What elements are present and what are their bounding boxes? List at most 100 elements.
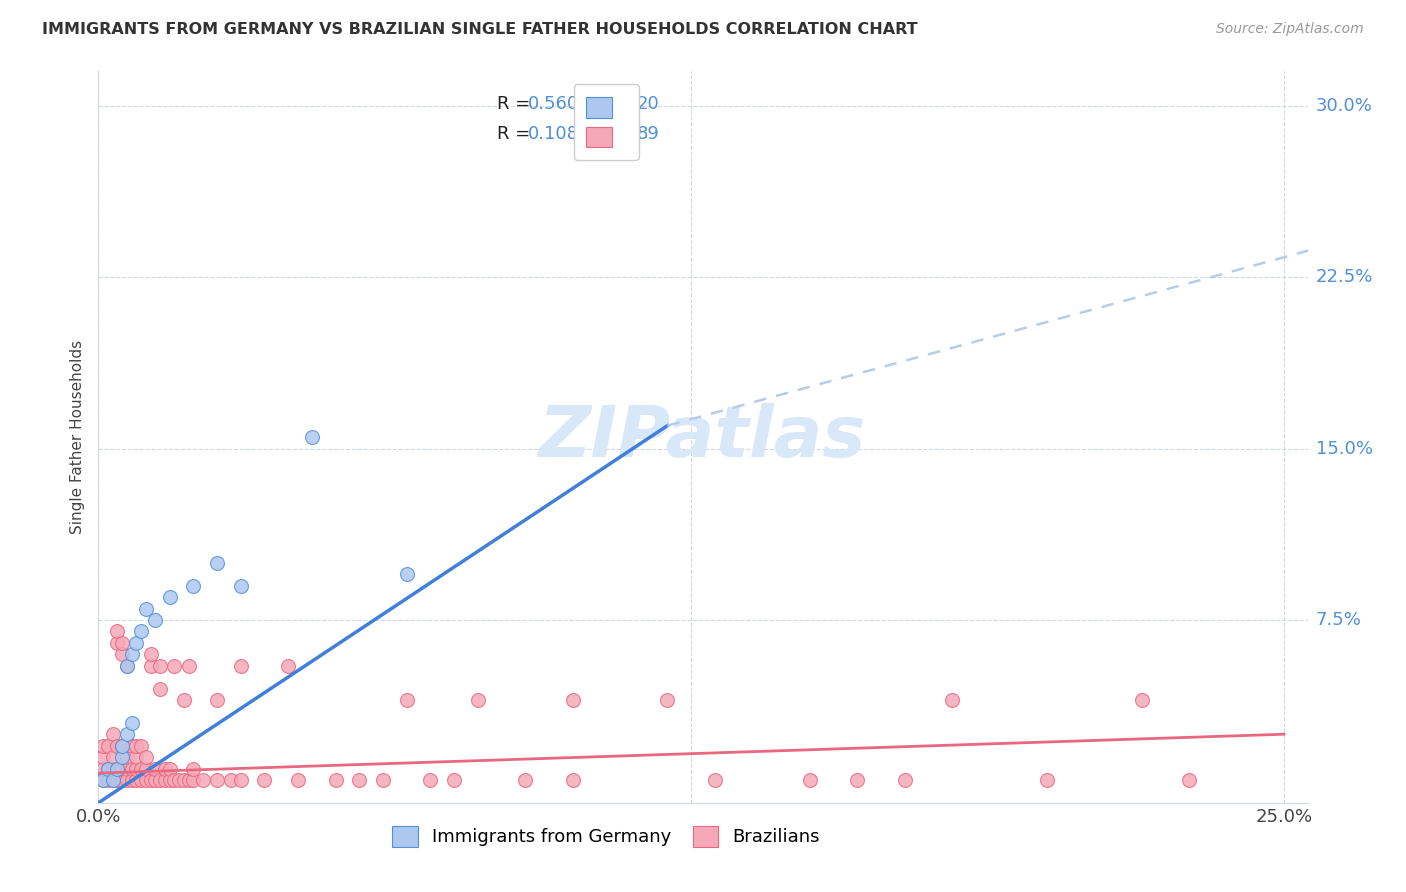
Text: 22.5%: 22.5% bbox=[1316, 268, 1374, 286]
Point bbox=[111, 739, 134, 753]
Point bbox=[1130, 693, 1153, 707]
Point bbox=[167, 772, 190, 787]
Point bbox=[173, 772, 195, 787]
Point bbox=[159, 772, 181, 787]
Point bbox=[135, 762, 157, 776]
Point bbox=[115, 658, 138, 673]
Point bbox=[347, 772, 370, 787]
Point bbox=[101, 772, 124, 787]
Text: 89: 89 bbox=[637, 125, 659, 143]
Point bbox=[173, 693, 195, 707]
Point bbox=[181, 772, 204, 787]
Point bbox=[153, 772, 176, 787]
Point bbox=[1036, 772, 1059, 787]
Point bbox=[467, 693, 489, 707]
Text: Source: ZipAtlas.com: Source: ZipAtlas.com bbox=[1216, 22, 1364, 37]
Point bbox=[125, 772, 148, 787]
Point bbox=[799, 772, 821, 787]
Point bbox=[135, 601, 157, 615]
Point bbox=[205, 772, 228, 787]
Point bbox=[125, 750, 148, 764]
Point bbox=[121, 647, 143, 661]
Point bbox=[125, 762, 148, 776]
Point bbox=[139, 658, 162, 673]
Text: 30.0%: 30.0% bbox=[1316, 96, 1372, 115]
Point bbox=[129, 772, 152, 787]
Point bbox=[325, 772, 347, 787]
Point bbox=[159, 762, 181, 776]
Point bbox=[97, 772, 120, 787]
Point bbox=[181, 579, 204, 593]
Legend: Immigrants from Germany, Brazilians: Immigrants from Germany, Brazilians bbox=[384, 817, 830, 856]
Point bbox=[277, 658, 299, 673]
Text: R =: R = bbox=[498, 95, 537, 113]
Point bbox=[1178, 772, 1201, 787]
Point bbox=[395, 693, 418, 707]
Point bbox=[135, 750, 157, 764]
Point bbox=[703, 772, 725, 787]
Point bbox=[101, 772, 124, 787]
Point bbox=[143, 772, 166, 787]
Point bbox=[143, 762, 166, 776]
Point bbox=[253, 772, 276, 787]
Text: 15.0%: 15.0% bbox=[1316, 440, 1372, 458]
Point bbox=[91, 750, 114, 764]
Point bbox=[111, 750, 134, 764]
Point bbox=[159, 590, 181, 604]
Point bbox=[181, 762, 204, 776]
Point bbox=[97, 739, 120, 753]
Point bbox=[149, 658, 172, 673]
Text: N =: N = bbox=[600, 125, 640, 143]
Point bbox=[111, 647, 134, 661]
Point bbox=[129, 624, 152, 639]
Point bbox=[91, 772, 114, 787]
Point bbox=[219, 772, 242, 787]
Point bbox=[163, 772, 186, 787]
Point bbox=[205, 693, 228, 707]
Point bbox=[143, 613, 166, 627]
Point bbox=[101, 727, 124, 741]
Point bbox=[111, 739, 134, 753]
Point bbox=[177, 658, 200, 673]
Point bbox=[561, 693, 583, 707]
Point bbox=[115, 750, 138, 764]
Text: 7.5%: 7.5% bbox=[1316, 611, 1362, 629]
Point bbox=[105, 624, 128, 639]
Text: 20: 20 bbox=[637, 95, 659, 113]
Text: IMMIGRANTS FROM GERMANY VS BRAZILIAN SINGLE FATHER HOUSEHOLDS CORRELATION CHART: IMMIGRANTS FROM GERMANY VS BRAZILIAN SIN… bbox=[42, 22, 918, 37]
Point bbox=[229, 579, 252, 593]
Point bbox=[287, 772, 309, 787]
Point bbox=[229, 772, 252, 787]
Text: R =: R = bbox=[498, 125, 537, 143]
Point bbox=[163, 658, 186, 673]
Point bbox=[121, 772, 143, 787]
Point bbox=[111, 762, 134, 776]
Point bbox=[129, 762, 152, 776]
Point bbox=[191, 772, 214, 787]
Point bbox=[125, 636, 148, 650]
Point bbox=[91, 772, 114, 787]
Point bbox=[139, 772, 162, 787]
Point bbox=[846, 772, 869, 787]
Point bbox=[229, 658, 252, 673]
Point bbox=[115, 727, 138, 741]
Point bbox=[395, 567, 418, 582]
Point bbox=[121, 739, 143, 753]
Point bbox=[91, 762, 114, 776]
Point bbox=[111, 772, 134, 787]
Point bbox=[149, 681, 172, 696]
Y-axis label: Single Father Households: Single Father Households bbox=[70, 340, 86, 534]
Point bbox=[115, 762, 138, 776]
Point bbox=[115, 772, 138, 787]
Point bbox=[153, 762, 176, 776]
Point bbox=[941, 693, 963, 707]
Text: 0.560: 0.560 bbox=[527, 95, 579, 113]
Point bbox=[111, 636, 134, 650]
Point bbox=[301, 430, 323, 444]
Point bbox=[97, 762, 120, 776]
Point bbox=[105, 636, 128, 650]
Point bbox=[561, 772, 583, 787]
Point bbox=[105, 762, 128, 776]
Point bbox=[91, 739, 114, 753]
Point bbox=[101, 750, 124, 764]
